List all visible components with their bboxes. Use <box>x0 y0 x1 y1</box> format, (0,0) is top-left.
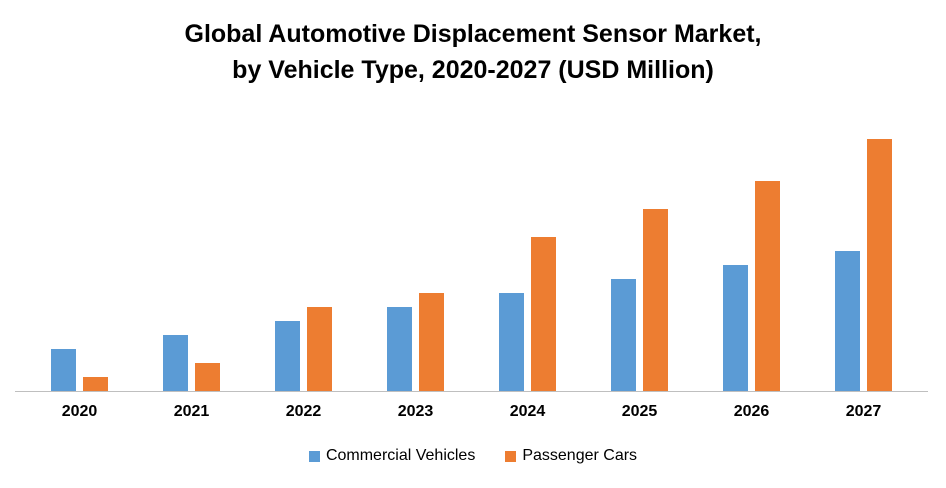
bar-passenger-2024 <box>531 237 556 391</box>
bar-commercial-2024 <box>499 293 524 391</box>
x-tick-label: 2022 <box>286 403 322 420</box>
x-tick-label: 2024 <box>510 403 546 420</box>
legend-swatch <box>308 450 320 462</box>
bar-commercial-2023 <box>387 307 412 391</box>
bar-passenger-2022 <box>307 307 332 391</box>
legend: Commercial Vehicles Passenger Cars <box>0 447 946 465</box>
bar-commercial-2022 <box>275 321 300 391</box>
bar-commercial-2025 <box>611 279 636 391</box>
legend-label: Commercial Vehicles <box>325 447 476 464</box>
legend-label: Passenger Cars <box>522 447 638 464</box>
x-tick-label: 2023 <box>398 403 434 420</box>
legend-item-commercial: Commercial Vehicles <box>308 447 476 465</box>
bar-passenger-2025 <box>643 209 668 391</box>
bar-passenger-2027 <box>867 139 892 391</box>
chart-title-line2: by Vehicle Type, 2020-2027 (USD Million) <box>232 56 714 84</box>
x-tick-label: 2026 <box>734 403 770 420</box>
legend-item-passenger: Passenger Cars <box>505 447 637 465</box>
x-tick-label: 2027 <box>846 403 882 420</box>
legend-swatch <box>505 450 517 462</box>
bar-commercial-2027 <box>835 251 860 391</box>
bar-commercial-2026 <box>723 265 748 391</box>
x-tick-label: 2021 <box>174 403 210 420</box>
chart-title-line1: Global Automotive Displacement Sensor Ma… <box>184 20 762 48</box>
bar-commercial-2020 <box>51 349 76 391</box>
x-tick-label: 2020 <box>62 403 98 420</box>
bar-passenger-2021 <box>195 363 220 391</box>
bar-commercial-2021 <box>163 335 188 391</box>
bar-passenger-2020 <box>83 377 108 391</box>
bar-passenger-2023 <box>419 293 444 391</box>
x-tick-label: 2025 <box>622 403 658 420</box>
bar-passenger-2026 <box>755 181 780 391</box>
